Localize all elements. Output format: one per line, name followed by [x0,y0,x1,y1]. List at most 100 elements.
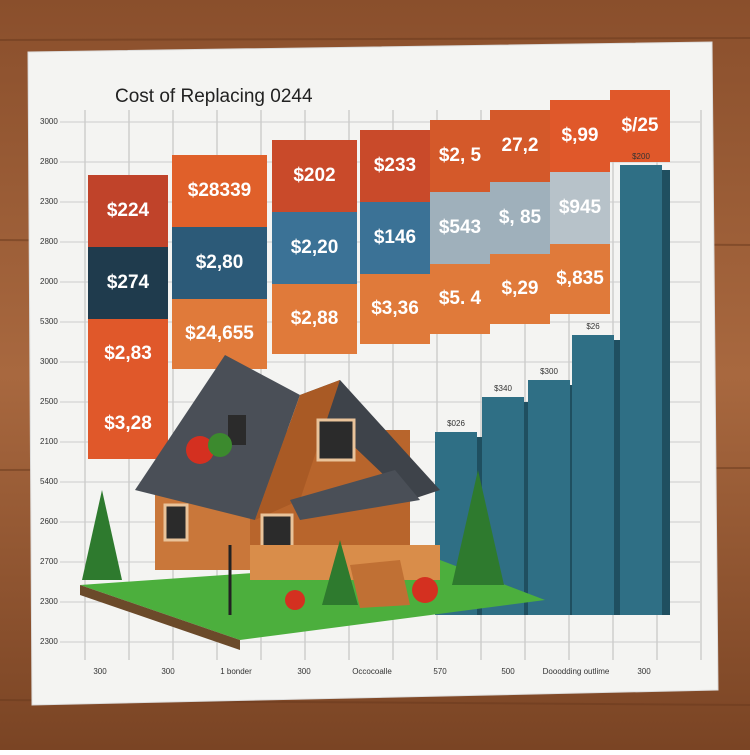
x-axis-label: Dooodding outlime [543,667,610,676]
cost-cell [360,130,430,202]
chart-title: Cost of Replacing 0244 [115,86,313,107]
cost-cell [430,192,490,264]
bar-label: $26 [586,322,600,331]
cost-label: $945 [559,197,602,218]
window [316,418,356,462]
cost-cell [360,202,430,274]
cost-label: $146 [374,227,416,248]
cost-label: $3,36 [371,298,419,319]
cost-label: $274 [107,272,150,293]
y-axis-label: 2000 [40,277,58,286]
cost-label: $24,655 [185,323,254,344]
y-axis-label: 3000 [40,117,58,126]
cost-cell [88,389,168,459]
bar-label: $026 [447,419,465,428]
flowers [285,590,305,610]
cost-cell [430,120,490,192]
cost-label: $2, 5 [439,145,482,166]
cost-cell [272,140,357,212]
tree [82,490,122,580]
x-axis-label: 500 [501,667,515,676]
cost-label: $,99 [562,125,599,146]
cost-label: $202 [293,165,335,186]
flowers [208,433,232,457]
cost-cell [172,227,267,299]
cost-cell [490,110,550,182]
cost-label: $/25 [622,115,659,136]
x-axis-label: 300 [161,667,175,676]
tree [452,470,504,585]
bar [620,165,662,615]
window [228,415,246,445]
cost-label: $224 [107,200,150,221]
house [80,355,545,650]
cost-cell [490,182,550,254]
cost-cell [272,212,357,284]
y-axis-label: 2100 [40,437,58,446]
porch-roof [290,470,420,520]
y-axis-label: 2800 [40,237,58,246]
axis-labels: 3000 2800 2300 2800 2000 5300 3000 2500 2100 5400… [40,117,651,676]
x-axis-label: Occocoalle [352,667,392,676]
cost-cell [172,155,267,227]
window [260,513,294,552]
cost-label: $2,20 [291,237,339,258]
y-axis-label: 2800 [40,157,58,166]
y-axis-label: 2300 [40,637,58,646]
bar [572,335,614,615]
cost-cell [550,244,610,314]
y-axis-label: 5300 [40,317,58,326]
cost-panels: $224 $274 $2,83 $3,28 $28339 $2,80 $24,655 $202… [88,90,670,459]
tree [322,540,358,605]
cost-label: $543 [439,217,481,238]
y-axis-label: 2600 [40,517,58,526]
bar-side [662,170,670,615]
y-axis-label: 2300 [40,597,58,606]
cost-label: $,835 [556,268,604,289]
x-axis-label: 570 [433,667,447,676]
cost-label: $3,28 [104,413,152,434]
window [163,503,189,542]
bar-label: $200 [632,152,650,161]
cost-cell [88,247,168,319]
bar-side [614,340,622,615]
cost-label: $5. 4 [439,288,482,309]
y-axis-label: 2300 [40,197,58,206]
cost-cell [430,264,490,334]
y-axis-label: 3000 [40,357,58,366]
x-axis-label: 1 bonder [220,667,252,676]
y-axis-label: 5400 [40,477,58,486]
bar [528,380,570,615]
cost-cell [88,175,168,247]
cost-label: $233 [374,155,416,176]
cost-label: $28339 [188,180,251,201]
cost-cell [490,254,550,324]
cost-cell [272,284,357,354]
bar-label: $340 [494,384,512,393]
cost-cell [172,299,267,369]
bar-label: $300 [540,367,558,376]
cost-label: $2,83 [104,343,152,364]
y-axis-label: 2700 [40,557,58,566]
cost-label: 27,2 [502,135,539,156]
cost-cell [550,100,610,172]
cost-cell [88,319,168,389]
flowers [412,577,438,603]
cost-label: $,29 [502,278,539,299]
cost-label: $2,88 [291,308,339,329]
stairs [350,560,410,608]
x-axis-label: 300 [93,667,107,676]
cost-cell [360,274,430,344]
lawn-edge [80,585,240,650]
cost-cell [550,172,610,244]
x-axis-label: 300 [297,667,311,676]
gable [255,380,340,520]
flowers [186,436,214,464]
cost-cell [610,90,670,162]
cost-label: $2,80 [196,252,244,273]
x-axis-label: 300 [637,667,651,676]
roof [300,380,440,500]
y-axis-label: 2500 [40,397,58,406]
cost-label: $, 85 [499,207,542,228]
